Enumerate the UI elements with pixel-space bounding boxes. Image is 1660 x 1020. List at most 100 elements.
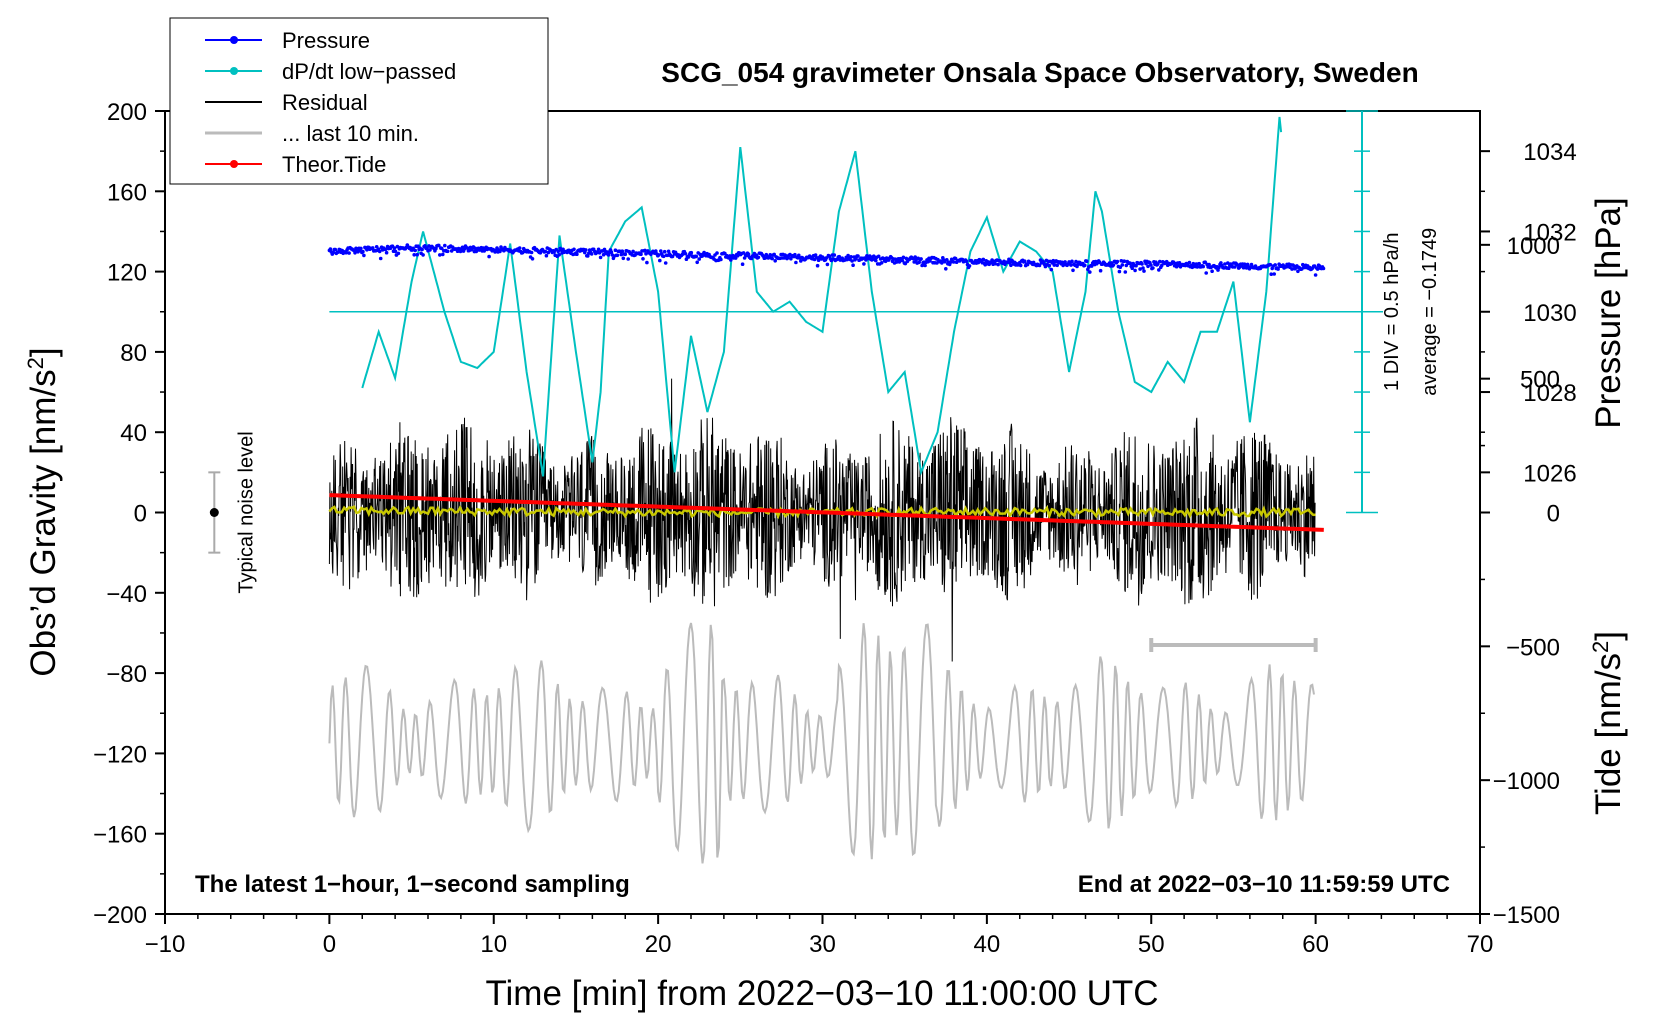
pressure-point [901,255,906,260]
pressure-point [556,249,560,254]
x-tick-label: 30 [809,931,836,958]
pressure-point [613,248,618,252]
pressure-point [773,259,777,263]
pressure-point [849,254,853,259]
y-tick-label-left: −160 [93,822,147,849]
pressure-tick-label: 1032 [1523,219,1576,246]
pressure-point [328,247,333,251]
pressure-point [799,259,803,263]
pressure-point [797,253,801,258]
pressure-point [374,245,379,249]
x-tick-label: 20 [645,931,672,958]
pressure-point [1321,266,1326,271]
pressure-point [1047,263,1052,268]
pressure-point [639,252,643,256]
pressure-point [953,256,958,261]
pressure-point [654,249,658,253]
legend-label: ... last 10 min. [282,121,419,146]
dpdt-scale-layer [1346,110,1378,514]
pressure-point [1272,272,1276,276]
pressure-point [868,254,872,258]
pressure-point [377,249,382,254]
pressure-point [620,249,625,253]
dpdt-trace [361,116,1283,477]
pressure-point [1088,270,1092,274]
pressure-point [561,247,565,252]
pressure-point [1227,266,1231,271]
pressure-point [1089,264,1094,268]
legend-label: Residual [282,90,368,115]
pressure-point [589,252,594,256]
pressure-point [666,249,671,254]
pressure-point [1207,262,1211,267]
pressure-point [789,256,793,261]
y-axis-title-left-suffix: ] [24,347,63,357]
pressure-point [928,259,932,263]
pressure-point [1233,265,1237,269]
pressure-point [1083,263,1087,268]
pressure-point [438,253,442,257]
y-tick-label-left: 0 [134,501,147,528]
y-axis-title-left-prefix: Obs’d Gravity [nm/s [24,369,63,676]
pressure-point [772,252,776,257]
pressure-point [657,253,661,257]
y-tick-label-left: −200 [93,902,147,929]
pressure-point [976,260,981,265]
chart-title: SCG_054 gravimeter Onsala Space Observat… [661,57,1418,88]
pressure-point [993,261,997,266]
pressure-point [856,254,860,258]
pressure-point [832,253,837,257]
pressure-point [940,261,944,265]
pressure-point [689,250,694,255]
pressure-point [872,254,876,258]
pressure-point [584,248,588,252]
pressure-point [1146,264,1150,269]
pressure-point [1141,266,1145,270]
legend-items: Pressure dP/dt low−passed Residual ... last… [205,28,456,177]
pressure-point [420,247,424,252]
pressure-point [1241,265,1246,270]
pressure-point [1296,269,1300,274]
legend-marker [230,160,238,168]
series-layer [208,116,1383,864]
pressure-point [996,262,1000,267]
pressure-point [919,257,923,261]
y-tick-label-left: 160 [107,179,147,206]
pressure-point [1007,257,1011,262]
pressure-point [413,248,418,253]
pressure-point [1115,259,1120,264]
pressure-point [1226,261,1230,265]
y-tick-label-left: 80 [120,340,147,367]
pressure-point [897,260,902,264]
x-tick-label: 10 [480,931,507,958]
pressure-point [1122,259,1127,264]
x-tick-label: 60 [1302,931,1329,958]
pressure-point [1022,259,1027,264]
y-axis-title-tide-sup: 2 [1588,641,1613,653]
noise-level-label: Typical noise level [235,431,257,593]
tide-tick-label: 1000 [1507,233,1560,260]
pressure-point [1158,259,1162,264]
pressure-point [683,251,688,256]
pressure-point [546,250,551,255]
pressure-point [544,253,549,258]
pressure-point [1117,269,1122,274]
pressure-point [661,254,666,259]
pressure-point [862,262,866,266]
pressure-point [967,264,972,268]
pressure-point [615,253,620,258]
pressure-point [333,247,338,252]
pressure-point [1134,263,1138,268]
pressure-point [851,263,855,268]
y-axis-title-pressure: Pressure [hPa] [1589,197,1628,429]
last-10-min-trace [328,622,1315,864]
pressure-point [825,262,830,267]
tide-tick-label: 500 [1520,367,1560,394]
pressure-point [813,253,818,257]
pressure-point [662,249,667,254]
pressure-point [1195,265,1200,269]
pressure-point [846,253,850,258]
pressure-point [815,263,820,268]
pressure-point [441,252,445,257]
